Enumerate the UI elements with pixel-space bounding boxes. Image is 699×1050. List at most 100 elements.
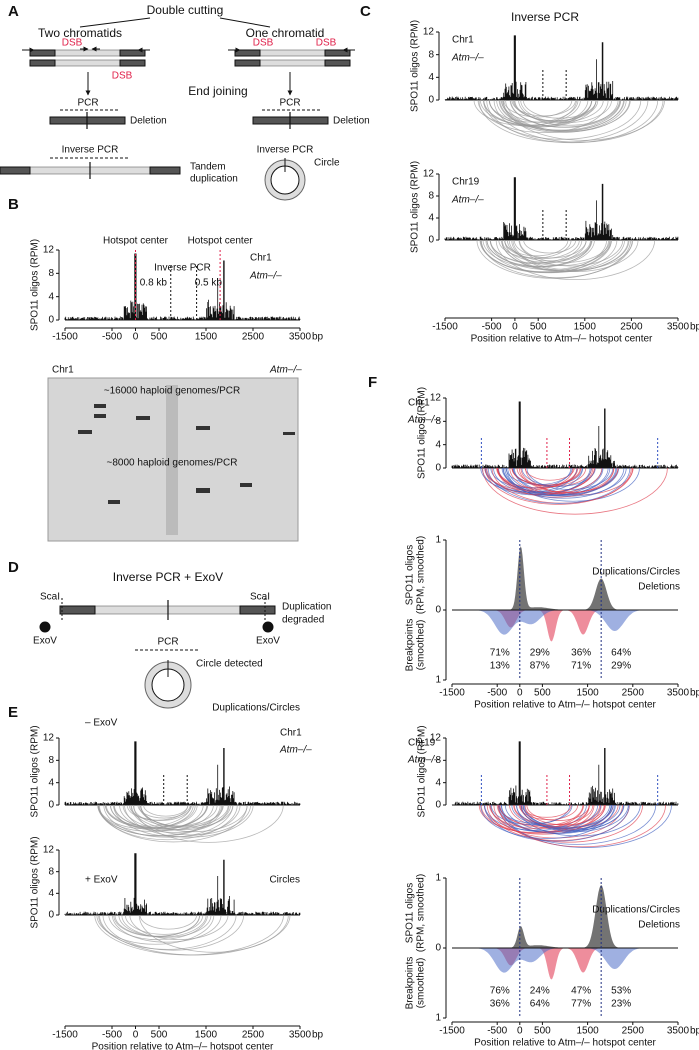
- breakpoint-arc: [514, 99, 604, 123]
- percentage: 64%: [611, 648, 631, 659]
- y-tick-label: 0: [428, 235, 434, 246]
- x-tick-label: 0: [517, 1026, 523, 1037]
- percentage: 24%: [530, 986, 550, 997]
- breakpoint-arc: [102, 914, 245, 951]
- label: DSB: [253, 38, 274, 49]
- y-tick-label: 4: [435, 777, 441, 788]
- breakpoint-arc: [480, 804, 595, 834]
- breakpoint-arc: [511, 467, 582, 486]
- breakpoint-arc: [103, 804, 234, 838]
- label: End joining: [188, 84, 247, 98]
- y-axis-label: Breakpoints: [405, 957, 416, 1010]
- y-tick-label: 0: [48, 910, 54, 921]
- percentage: 36%: [571, 648, 591, 659]
- panel-label: E: [8, 704, 18, 721]
- breakpoint-arc: [507, 467, 617, 496]
- breakpoint-arc: [139, 914, 198, 930]
- breakpoint-arc: [493, 99, 664, 143]
- label: duplication: [190, 174, 238, 185]
- breakpoint-arc: [526, 467, 614, 490]
- y-tick-label: 1: [435, 535, 441, 546]
- y-axis-label: SPO11 oligos (RPM): [410, 20, 421, 112]
- breakpoint-arc: [489, 239, 583, 264]
- breakpoint-arc: [496, 467, 579, 489]
- y-tick-label: 12: [423, 169, 435, 180]
- label: DSB: [112, 71, 133, 82]
- breakpoint-arc: [504, 467, 618, 497]
- label: Circle: [314, 158, 340, 169]
- label: ExoV: [33, 636, 57, 647]
- y-axis-label: SPO11 oligos (RPM): [30, 725, 41, 817]
- percentage: 13%: [490, 661, 510, 672]
- breakpoint-arc: [143, 804, 189, 817]
- x-tick-label: -1500: [52, 332, 78, 343]
- panel-label: B: [8, 196, 19, 213]
- breakpoint-arc: [499, 804, 590, 828]
- y-tick-label: 0: [48, 800, 54, 811]
- y-axis-label: SPO11 oligos (RPM): [410, 161, 421, 253]
- y-axis-label: SPO11 oligos (RPM): [417, 725, 428, 817]
- x-tick-label: 1500: [574, 322, 597, 333]
- label: Inverse PCR: [62, 145, 119, 156]
- breakpoint-arc: [480, 804, 615, 839]
- breakpoint-arc: [129, 914, 229, 940]
- percentage: 64%: [530, 999, 550, 1010]
- x-tick-label: -500: [102, 332, 122, 343]
- label: Atm–/–: [249, 271, 282, 282]
- percentage: 47%: [571, 986, 591, 997]
- title: Inverse PCR + ExoV: [113, 570, 223, 584]
- x-unit: bp: [690, 688, 699, 699]
- breakpoint-arc: [130, 804, 251, 836]
- smoothed-signal: [452, 885, 678, 948]
- x-tick-label: 0: [133, 332, 139, 343]
- breakpoint-arc: [518, 239, 624, 267]
- breakpoint-arc: [121, 914, 212, 938]
- dup-breakpoints: [452, 610, 678, 642]
- breakpoint-arc: [523, 804, 621, 830]
- percentage: 29%: [611, 661, 631, 672]
- breakpoint-arc: [522, 804, 614, 828]
- breakpoint-arc: [510, 99, 621, 128]
- label: Duplication: [282, 602, 331, 613]
- y-tick-label: 0: [435, 605, 441, 616]
- breakpoint-arc: [502, 467, 625, 499]
- breakpoint-arc: [489, 804, 584, 829]
- label: Chr1: [280, 728, 302, 739]
- y-axis-label: SPO11 oligos: [405, 883, 416, 943]
- label: – ExoV: [85, 718, 118, 729]
- y-tick-label: 4: [48, 888, 54, 899]
- panel-label: C: [360, 3, 371, 20]
- signal: [451, 741, 679, 805]
- breakpoint-arc: [519, 239, 611, 263]
- x-tick-label: 500: [534, 688, 551, 699]
- breakpoint-arc: [504, 239, 569, 257]
- x-tick-label: 0: [517, 688, 523, 699]
- breakpoint-arc: [497, 467, 615, 498]
- label: Chr19: [452, 177, 480, 188]
- x-unit: bp: [690, 322, 699, 333]
- legend-entry: Deletions: [638, 582, 680, 593]
- percentage: 87%: [530, 661, 550, 672]
- label: ScaI: [40, 592, 60, 603]
- x-tick-label: -1500: [439, 688, 465, 699]
- y-tick-label: 12: [430, 393, 442, 404]
- label: Chr19: [408, 738, 436, 749]
- label: PCR: [77, 98, 98, 109]
- x-tick-label: 2500: [622, 1026, 645, 1037]
- label: degraded: [282, 615, 324, 626]
- label: PCR: [279, 98, 300, 109]
- label: ScaI: [250, 592, 270, 603]
- breakpoint-arc: [504, 239, 580, 260]
- panel-d-diagram: [39, 598, 276, 709]
- x-tick-label: 2500: [622, 688, 645, 699]
- breakpoint-arc: [506, 239, 591, 262]
- label: 0.5 kb: [195, 278, 223, 289]
- y-tick-label: 0: [48, 315, 54, 326]
- x-tick-label: 3500: [289, 332, 312, 343]
- x-tick-label: 1500: [195, 1030, 218, 1041]
- breakpoint-arc: [486, 467, 594, 495]
- y-tick-label: 8: [428, 191, 434, 202]
- x-tick-label: 0: [512, 322, 518, 333]
- breakpoint-arc: [493, 804, 644, 843]
- x-tick-label: 3500: [667, 1026, 690, 1037]
